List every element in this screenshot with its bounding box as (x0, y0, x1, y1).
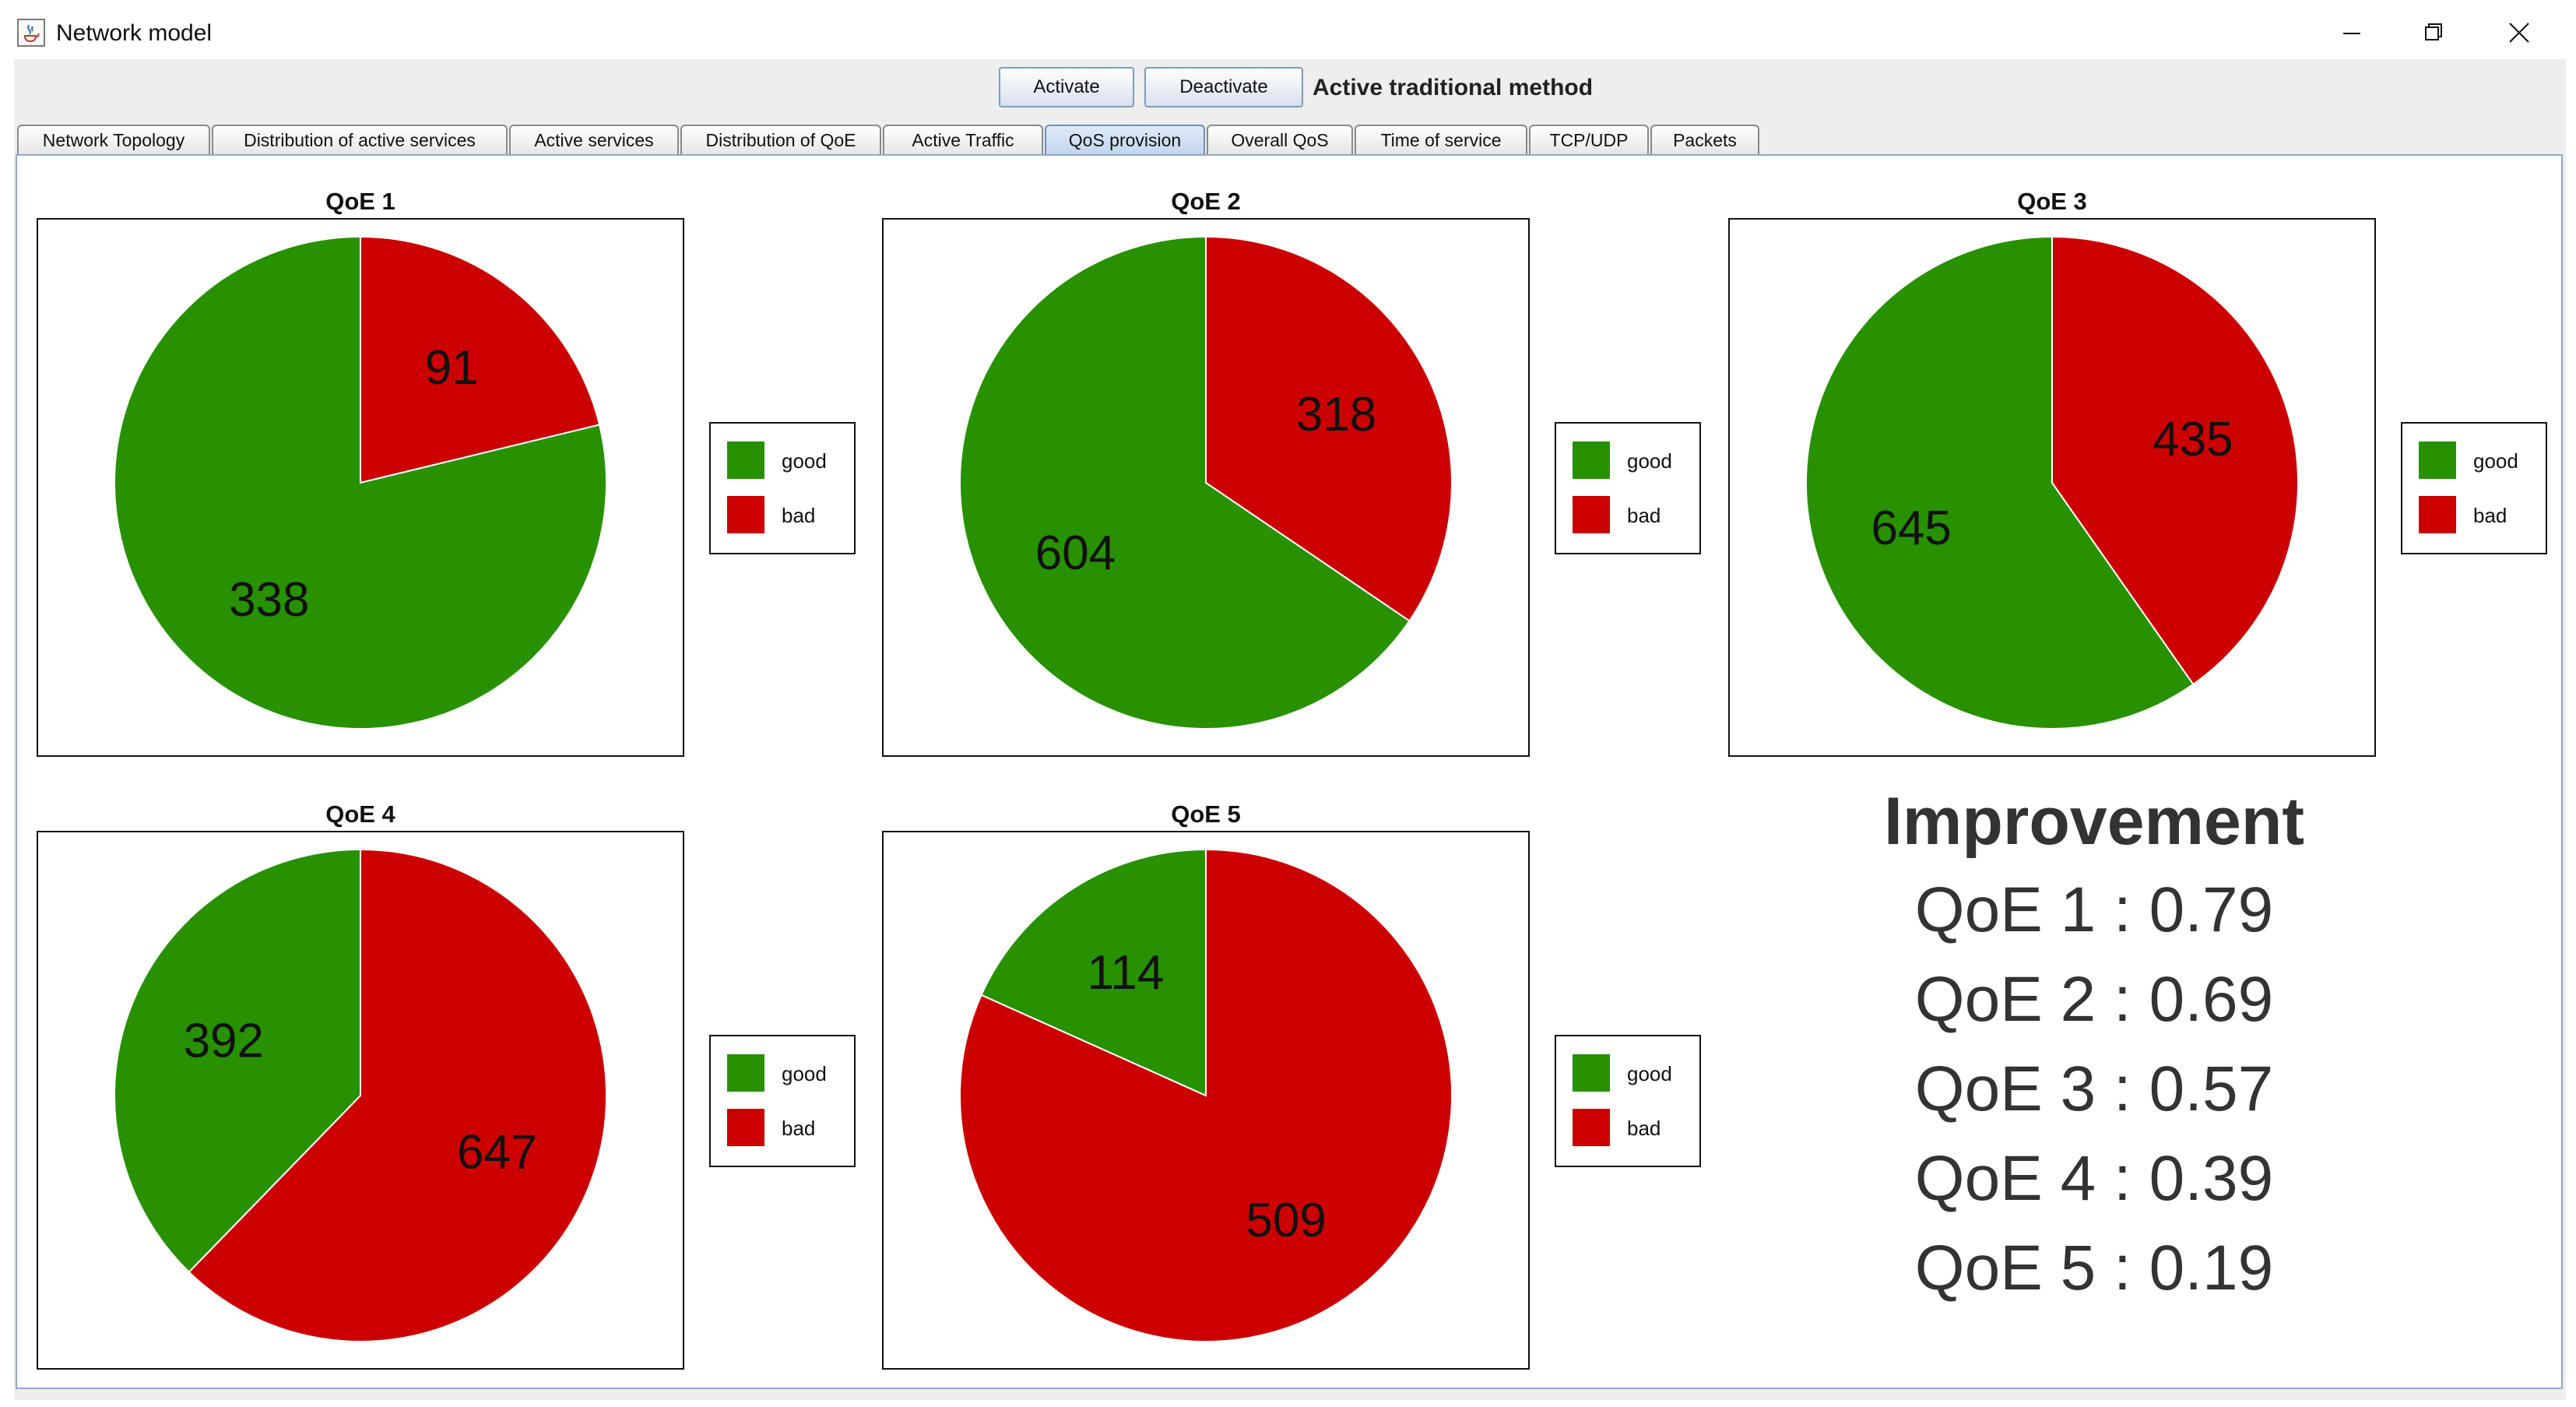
tab-distribution-active-services[interactable]: Distribution of active services (212, 125, 508, 154)
minimize-button[interactable] (2314, 14, 2388, 51)
tab-qos-provision[interactable]: QoS provision (1045, 125, 1205, 154)
activate-button[interactable]: Activate (999, 67, 1134, 107)
tab-time-of-service[interactable]: Time of service (1355, 125, 1527, 154)
title-bar[interactable]: Network model (0, 0, 2576, 59)
restore-icon (2425, 23, 2442, 40)
improvement-title: Improvement (1883, 784, 2305, 859)
restore-button[interactable] (2396, 14, 2471, 51)
improvement-line-qoe-4: QoE 4 : 0.39 (1914, 1143, 2274, 1214)
tab-overall-qos[interactable]: Overall QoS (1207, 125, 1353, 154)
tab-active-traffic[interactable]: Active Traffic (883, 125, 1043, 154)
close-icon (2509, 23, 2529, 43)
window-title: Network model (56, 20, 213, 46)
tab-network-topology[interactable]: Network Topology (17, 125, 210, 154)
minimize-icon (2343, 33, 2360, 34)
tab-packets[interactable]: Packets (1650, 125, 1759, 154)
java-cup-icon (17, 19, 45, 47)
tab-tcp-udp[interactable]: TCP/UDP (1529, 125, 1649, 154)
improvement-line-qoe-5: QoE 5 : 0.19 (1914, 1233, 2274, 1303)
close-button[interactable] (2480, 14, 2555, 51)
deactivate-button[interactable]: Deactivate (1144, 67, 1303, 107)
tab-distribution-of-qoe[interactable]: Distribution of QoE (680, 125, 881, 154)
improvement-line-qoe-3: QoE 3 : 0.57 (1914, 1053, 2274, 1124)
improvement-line-qoe-1: QoE 1 : 0.79 (1914, 874, 2274, 945)
tab-active-services[interactable]: Active services (509, 125, 679, 154)
improvement-line-qoe-2: QoE 2 : 0.69 (1914, 964, 2274, 1035)
status-label: Active traditional method (1313, 75, 1594, 100)
